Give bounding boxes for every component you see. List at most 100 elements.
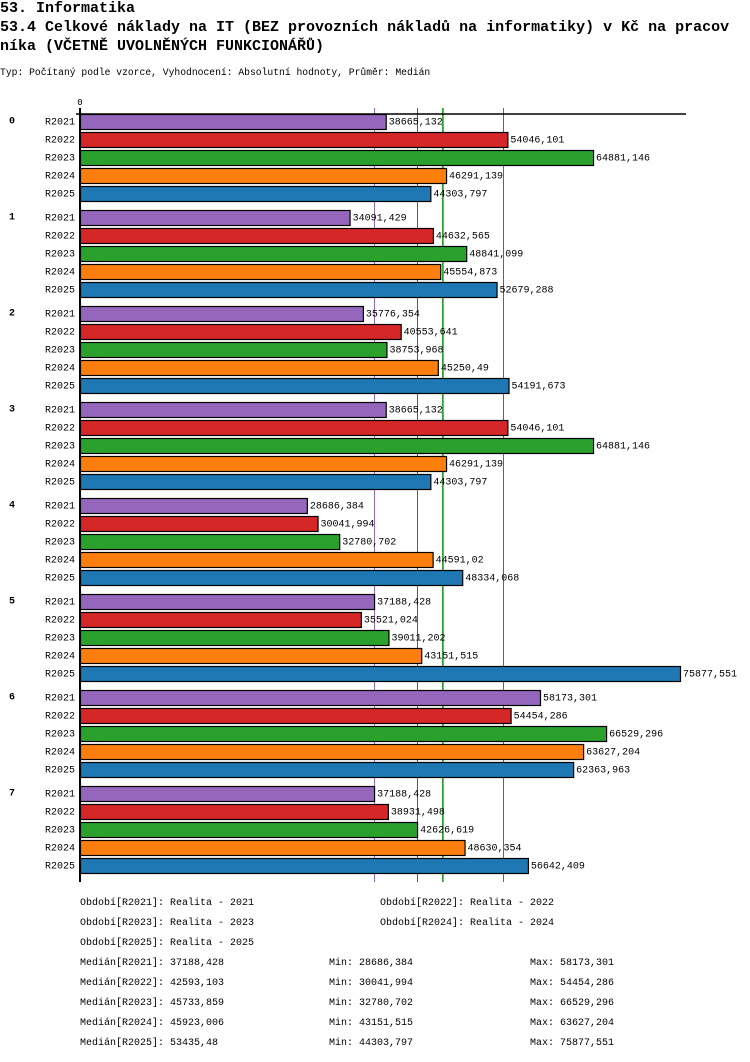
stat-max-r2023: Max: 66529,296 [530, 998, 615, 1009]
value-label: 38931,498 [391, 808, 445, 819]
bar-r2023-group-4 [79, 533, 341, 551]
bar-r2025-group-2 [79, 377, 510, 395]
bar-r2025-group-1 [79, 281, 498, 299]
stat-min-r2021: Min: 28686,384 [329, 958, 414, 969]
row-label: R2025 [45, 574, 75, 585]
value-label: 48630,354 [468, 844, 522, 855]
title-block: 53. Informatika 53.4 Celkové náklady na … [0, 0, 736, 56]
legend-item-r2022: Období[R2022]: Realita - 2022 [380, 898, 555, 909]
x-tick-label: 0 [77, 98, 82, 108]
bar-r2022-group-4 [79, 515, 319, 533]
group-label: 7 [9, 789, 15, 800]
value-label: 35776,354 [366, 310, 420, 321]
bar-r2025-group-3 [79, 473, 432, 491]
row-label: R2022 [45, 232, 75, 243]
value-label: 54454,286 [514, 712, 568, 723]
value-label: 48841,099 [469, 250, 523, 261]
value-label: 42626,619 [420, 826, 474, 837]
group-label: 2 [9, 309, 15, 320]
bar-r2024-group-1 [79, 263, 442, 281]
value-label: 30041,994 [321, 520, 375, 531]
row-label: R2025 [45, 286, 75, 297]
bar-r2022-group-7 [79, 803, 389, 821]
row-label: R2024 [45, 172, 75, 183]
stat-max-r2024: Max: 63627,204 [530, 1018, 615, 1029]
value-label: 44591,02 [436, 556, 484, 567]
value-label: 58173,301 [543, 694, 597, 705]
bar-r2024-group-2 [79, 359, 439, 377]
legend-item-r2023: Období[R2023]: Realita - 2023 [80, 918, 255, 929]
row-label: R2025 [45, 862, 75, 873]
row-label: R2023 [45, 730, 75, 741]
stat-min-r2022: Min: 30041,994 [329, 978, 414, 989]
row-label: R2021 [45, 694, 75, 705]
bar-r2023-group-0 [79, 149, 595, 167]
row-label: R2023 [45, 442, 75, 453]
axes: 0 [76, 98, 686, 882]
bar-r2021-group-0 [79, 113, 387, 131]
value-label: 44303,797 [433, 190, 487, 201]
stat-median-r2023: Medián[R2023]: 45733,859 [80, 998, 225, 1009]
row-label: R2023 [45, 538, 75, 549]
group-label: 1 [9, 213, 15, 224]
value-label: 75877,551 [683, 670, 737, 681]
value-label: 40553,641 [404, 328, 458, 339]
stat-median-r2021: Medián[R2021]: 37188,428 [80, 958, 225, 969]
row-label: R2025 [45, 766, 75, 777]
row-label: R2021 [45, 790, 75, 801]
bar-r2022-group-1 [79, 227, 435, 245]
legend-item-r2024: Období[R2024]: Realita - 2024 [380, 918, 555, 929]
bar-r2022-group-2 [79, 323, 402, 341]
row-label: R2022 [45, 328, 75, 339]
row-label: R2024 [45, 748, 75, 759]
value-label: 56642,409 [531, 862, 585, 873]
legend-item-r2025: Období[R2025]: Realita - 2025 [80, 938, 255, 949]
stat-max-r2025: Max: 75877,551 [530, 1038, 615, 1049]
stat-median-r2025: Medián[R2025]: 53435,48 [80, 1038, 219, 1049]
bar-r2023-group-7 [79, 821, 419, 839]
bar-r2023-group-6 [79, 725, 608, 743]
stat-min-r2025: Min: 44303,797 [329, 1038, 414, 1049]
value-label: 52679,288 [500, 286, 554, 297]
group-label: 3 [9, 405, 15, 416]
bar-r2021-group-7 [79, 785, 376, 803]
bar-r2024-group-6 [79, 743, 585, 761]
value-label: 54191,673 [512, 382, 566, 393]
bar-r2022-group-3 [79, 419, 509, 437]
stat-min-r2023: Min: 32780,702 [329, 998, 414, 1009]
bar-r2025-group-7 [79, 857, 530, 875]
bar-r2024-group-7 [79, 839, 466, 857]
stat-median-r2024: Medián[R2024]: 45923,006 [80, 1018, 225, 1029]
value-label: 64881,146 [596, 442, 650, 453]
value-label: 43151,515 [424, 652, 478, 663]
value-label: 66529,296 [609, 730, 663, 741]
bar-r2025-group-4 [79, 569, 464, 587]
bar-r2022-group-6 [79, 707, 512, 725]
value-label: 37188,428 [377, 598, 431, 609]
chart-title: 53.4 Celkové náklady na IT (BEZ provozní… [0, 19, 730, 55]
bar-r2024-group-0 [79, 167, 448, 185]
value-label: 38665,132 [389, 406, 443, 417]
row-label: R2025 [45, 478, 75, 489]
value-label: 38665,132 [389, 118, 443, 129]
section-title: 53. Informatika [0, 0, 136, 17]
value-label: 28686,384 [310, 502, 364, 513]
row-label: R2021 [45, 214, 75, 225]
value-label: 32780,702 [342, 538, 396, 549]
bar-r2024-group-3 [79, 455, 448, 473]
value-label: 35521,024 [364, 616, 418, 627]
group-label: 5 [9, 597, 15, 608]
chart-subtitle: Typ: Počítaný podle vzorce, Vyhodnocení:… [0, 67, 431, 78]
bar-r2021-group-6 [79, 689, 542, 707]
value-label: 44303,797 [433, 478, 487, 489]
value-label: 54046,101 [510, 136, 564, 147]
group-label: 0 [9, 117, 15, 128]
row-label: R2024 [45, 652, 75, 663]
value-label: 63627,204 [586, 748, 640, 759]
value-label: 34091,429 [353, 214, 407, 225]
bar-r2023-group-3 [79, 437, 595, 455]
row-label: R2022 [45, 808, 75, 819]
bar-r2021-group-3 [79, 401, 387, 419]
stat-max-r2021: Max: 58173,301 [530, 958, 615, 969]
value-label: 46291,139 [449, 172, 503, 183]
